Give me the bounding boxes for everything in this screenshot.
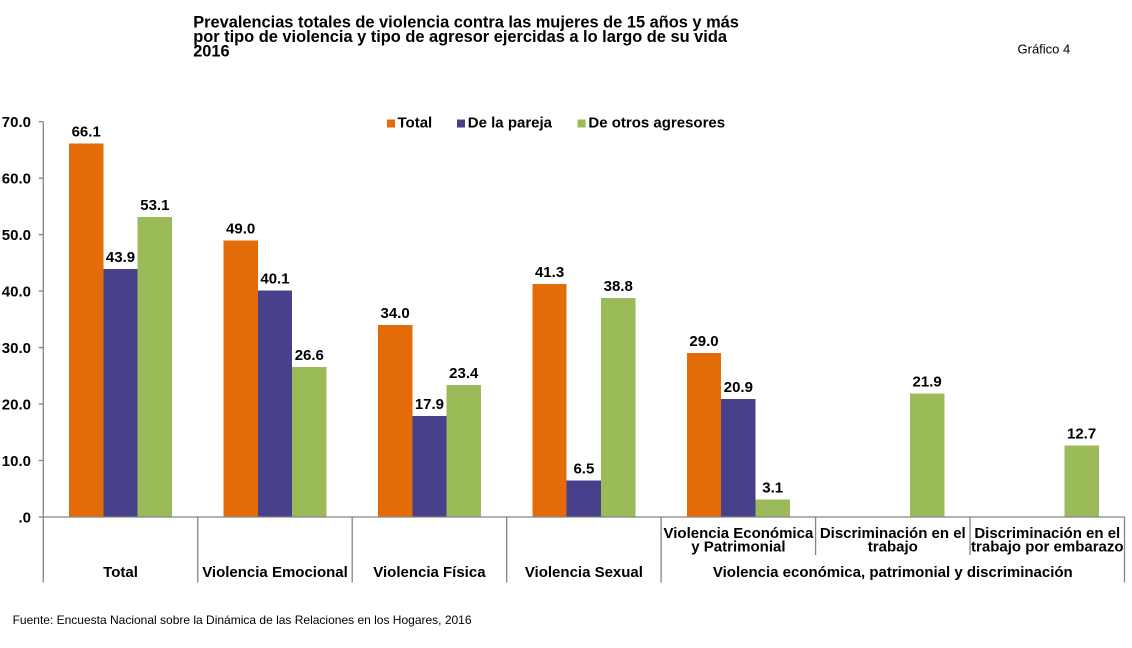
svg-text:Violencia económica, patrimoni: Violencia económica, patrimonial y discr… bbox=[713, 564, 1073, 581]
svg-text:26.6: 26.6 bbox=[295, 347, 324, 364]
svg-text:Fuente: Encuesta Nacional sobr: Fuente: Encuesta Nacional sobre la Dinám… bbox=[13, 613, 472, 627]
svg-text:De la pareja: De la pareja bbox=[468, 114, 553, 131]
svg-text:3.1: 3.1 bbox=[762, 479, 783, 496]
svg-text:40.1: 40.1 bbox=[260, 271, 289, 288]
svg-text:Prevalencias totales de violen: Prevalencias totales de violencia contra… bbox=[193, 13, 739, 31]
svg-text:por tipo de violencia y tipo d: por tipo de violencia y tipo de agresor … bbox=[193, 28, 728, 46]
svg-text:34.0: 34.0 bbox=[381, 305, 410, 322]
svg-text:50.0: 50.0 bbox=[2, 227, 31, 244]
svg-text:De otros agresores: De otros agresores bbox=[588, 114, 725, 131]
svg-text:60.0: 60.0 bbox=[2, 171, 31, 188]
svg-text:70.0: 70.0 bbox=[2, 114, 31, 131]
svg-text:66.1: 66.1 bbox=[72, 124, 101, 141]
svg-text:Violencia Sexual: Violencia Sexual bbox=[525, 564, 643, 581]
svg-text:17.9: 17.9 bbox=[415, 396, 444, 413]
svg-text:2016: 2016 bbox=[193, 43, 229, 61]
svg-text:10.0: 10.0 bbox=[2, 453, 31, 470]
svg-text:40.0: 40.0 bbox=[2, 283, 31, 300]
svg-text:Violencia Física: Violencia Física bbox=[373, 564, 486, 581]
svg-text:38.8: 38.8 bbox=[604, 278, 633, 295]
svg-text:20.9: 20.9 bbox=[724, 379, 753, 396]
svg-text:12.7: 12.7 bbox=[1067, 425, 1096, 442]
svg-text:49.0: 49.0 bbox=[226, 220, 255, 237]
svg-text:Discriminación en el: Discriminación en el bbox=[974, 525, 1120, 542]
svg-text:trabajo: trabajo bbox=[868, 539, 918, 556]
svg-text:Gráfico 4: Gráfico 4 bbox=[1018, 42, 1071, 57]
svg-text:23.4: 23.4 bbox=[449, 365, 479, 382]
svg-text:29.0: 29.0 bbox=[689, 333, 718, 350]
svg-text:21.9: 21.9 bbox=[913, 373, 942, 390]
svg-text:Violencia Económica: Violencia Económica bbox=[664, 525, 814, 542]
svg-text:Total: Total bbox=[103, 564, 138, 581]
svg-text:y Patrimonial: y Patrimonial bbox=[691, 539, 785, 556]
svg-text:53.1: 53.1 bbox=[140, 197, 169, 214]
svg-text:41.3: 41.3 bbox=[535, 264, 564, 281]
svg-text:trabajo por embarazo: trabajo por embarazo bbox=[971, 539, 1124, 556]
svg-text:Total: Total bbox=[398, 114, 433, 131]
svg-text:Discriminación en el: Discriminación en el bbox=[820, 525, 966, 542]
svg-text:20.0: 20.0 bbox=[2, 396, 31, 413]
svg-text:6.5: 6.5 bbox=[573, 460, 594, 477]
svg-text:Violencia Emocional: Violencia Emocional bbox=[202, 564, 348, 581]
svg-text:30.0: 30.0 bbox=[2, 340, 31, 357]
svg-text:43.9: 43.9 bbox=[106, 249, 135, 266]
svg-text:.0: .0 bbox=[18, 509, 31, 526]
